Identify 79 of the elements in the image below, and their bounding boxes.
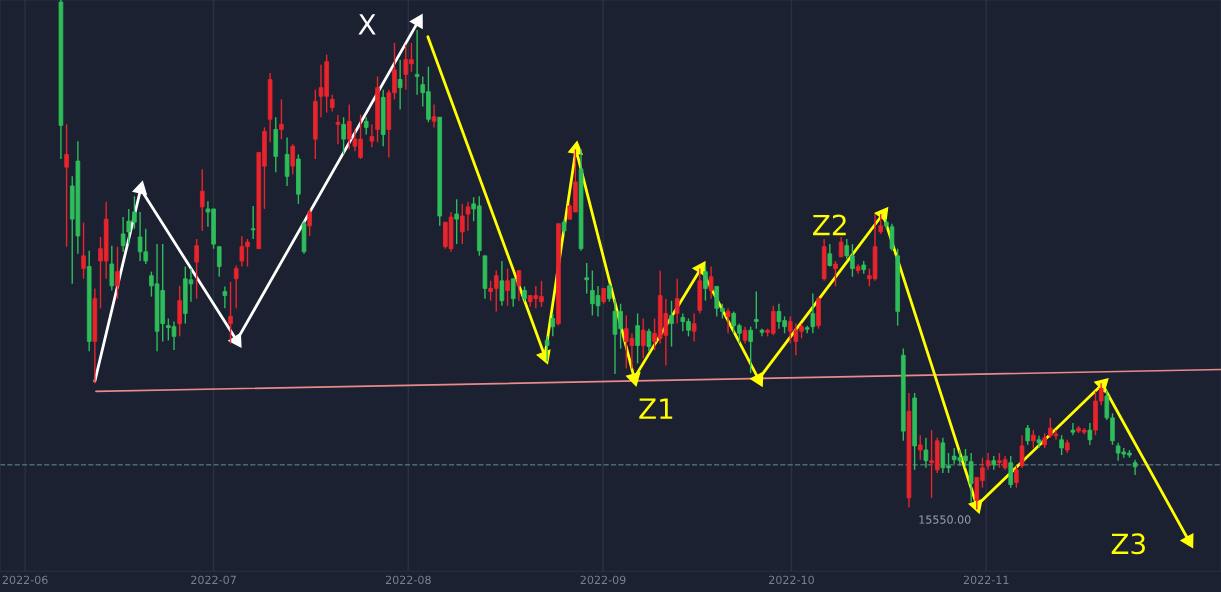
candlestick [1087, 422, 1093, 446]
candlestick [307, 208, 312, 237]
candlestick [635, 312, 640, 365]
candlestick [878, 213, 883, 235]
candlestick [1070, 422, 1076, 436]
candlestick [414, 29, 420, 96]
point [626, 372, 641, 387]
annotation: X [358, 14, 376, 35]
candlestick [703, 265, 708, 302]
candlestick [725, 307, 731, 334]
candlestick [222, 285, 228, 310]
candlestick [120, 216, 126, 253]
candlestick [115, 245, 120, 300]
annotation: Z1 [639, 398, 673, 419]
point [228, 332, 242, 348]
candlestick [284, 136, 290, 187]
candlestick [369, 123, 375, 148]
candlestick [917, 434, 923, 461]
candlestick [397, 58, 403, 111]
x-tick-label: 2022-06 [2, 575, 48, 585]
candlestick [923, 437, 929, 469]
candlestick [64, 123, 69, 248]
candlestick [838, 236, 844, 258]
candlestick [584, 262, 590, 295]
candlestick [810, 292, 816, 334]
x-tick-label: 2022-10 [769, 575, 814, 585]
candlestick [510, 278, 516, 308]
candlestick [646, 328, 652, 352]
candlestick [194, 238, 199, 300]
candlestick [691, 312, 697, 343]
candlestick [454, 198, 459, 245]
candlestick [708, 265, 714, 300]
candlestick [290, 143, 296, 175]
candlestick [216, 245, 222, 278]
candlestick [1025, 424, 1030, 446]
candlestick [985, 452, 991, 471]
candlestick [550, 312, 556, 338]
candlestick [669, 299, 674, 348]
candlestick [1008, 455, 1014, 489]
candlestick [460, 203, 465, 245]
candlestick [505, 267, 510, 307]
candlestick [674, 278, 680, 325]
point [132, 180, 147, 196]
candlestick [833, 260, 838, 288]
candlestick [827, 243, 833, 268]
candlestick [177, 285, 182, 338]
candlestick [1132, 458, 1138, 476]
candlestick [754, 290, 759, 330]
candlestick [968, 452, 974, 504]
annotation: Z2 [813, 214, 846, 236]
x-tick-label: 2022-08 [385, 575, 431, 585]
candlestick [228, 281, 233, 345]
annotation: 15550.00 [919, 515, 971, 524]
candlestick [1014, 465, 1019, 489]
candlestick [1019, 434, 1025, 469]
candlestick [109, 244, 115, 292]
x-tick-label: 2022-11 [963, 575, 1009, 585]
candlestick [341, 116, 346, 156]
candlestick [748, 325, 753, 374]
candlestick [233, 264, 239, 310]
candlestick [279, 98, 284, 140]
candlestick [335, 113, 341, 145]
point [874, 207, 889, 222]
candlestick [889, 223, 895, 252]
candlestick [431, 103, 437, 129]
candlestick [499, 260, 505, 307]
candlestick [1059, 434, 1064, 456]
candlestick [250, 205, 256, 240]
candlestick [81, 222, 86, 280]
point [409, 14, 423, 29]
candlestick [516, 269, 522, 302]
x-tick-label: 2022-09 [580, 575, 626, 585]
candlestick [544, 335, 550, 363]
candlestick [199, 168, 205, 232]
point [750, 372, 764, 387]
annotation: Z3 [1111, 533, 1145, 555]
candlestick [640, 317, 646, 359]
candlestick [465, 201, 471, 232]
x-tick-label: 2022-07 [191, 575, 236, 585]
